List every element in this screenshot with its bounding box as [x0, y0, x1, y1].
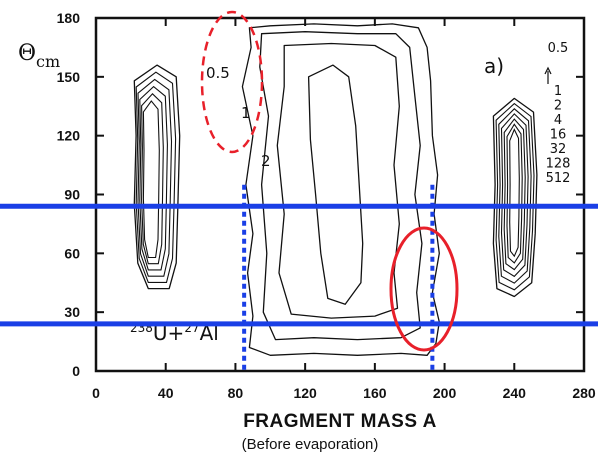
x-tick-label: 160	[363, 385, 387, 401]
legend-level: 512	[546, 171, 571, 186]
legend-level: 2	[554, 99, 562, 114]
y-tick-label: 180	[57, 10, 81, 26]
chart-subtitle: (Before evaporation)	[242, 436, 379, 453]
contour-outer-right-inner-2	[498, 108, 532, 284]
contour-label-0.5: 0.5	[206, 64, 230, 82]
legend-level: 4	[554, 113, 562, 128]
contour-outer-left-inner-3	[139, 85, 168, 271]
contour-lines	[133, 23, 538, 356]
contour-label-2: 2	[261, 152, 271, 170]
panel-label: a)	[484, 54, 504, 78]
contour-outer-right-inner-4	[503, 118, 526, 271]
x-tick-label: 240	[503, 385, 527, 401]
contour-outer-left	[133, 64, 181, 290]
contour-outer-right-inner-5	[506, 123, 523, 264]
y-axis-ticks: 0 30 60 90 120 150 180	[57, 10, 584, 379]
contour-outer-right	[492, 97, 538, 298]
y-tick-label: 120	[57, 128, 81, 144]
x-tick-label: 200	[433, 385, 457, 401]
contour-outer-right-inner-6	[509, 128, 520, 258]
x-tick-label: 80	[228, 385, 244, 401]
contour-4	[307, 64, 364, 305]
contour-outer-left-inner-1	[135, 71, 177, 283]
x-axis-ticks: 0 40 80 120 160 200 240 280	[92, 18, 596, 401]
contour-outer-left-inner-5	[142, 100, 160, 259]
x-tick-label: 40	[158, 385, 174, 401]
x-tick-label: 0	[92, 385, 100, 401]
legend-level: 128	[546, 157, 571, 172]
contour-outer-right-inner-1	[495, 102, 535, 291]
contour-outer-right-inner-3	[500, 113, 529, 278]
red-dashed-ellipse	[200, 10, 264, 154]
y-tick-label: 30	[64, 304, 80, 320]
y-tick-label: 60	[64, 245, 80, 261]
legend-level: 16	[550, 128, 567, 143]
annotation-overlays	[0, 10, 598, 371]
x-tick-label: 120	[293, 385, 317, 401]
y-axis-label: Θcm	[18, 41, 60, 71]
x-axis-label: FRAGMENT MASS A	[243, 411, 437, 432]
legend-level: 0.5	[548, 41, 569, 56]
contour-0.5	[241, 23, 440, 356]
y-tick-label: 0	[72, 363, 80, 379]
legend-level: 32	[550, 142, 567, 157]
red-solid-ellipse	[389, 226, 459, 352]
legend-level: 1	[554, 84, 562, 99]
y-tick-label: 90	[64, 187, 80, 203]
x-tick-label: 280	[572, 385, 596, 401]
contour-outer-left-inner-4	[141, 93, 164, 265]
contour-outer-left-inner-2	[137, 78, 173, 277]
legend-arrow-head	[544, 66, 552, 75]
contour-2	[276, 42, 400, 319]
contour-label-1: 1	[241, 104, 251, 122]
y-tick-label: 150	[57, 69, 81, 85]
